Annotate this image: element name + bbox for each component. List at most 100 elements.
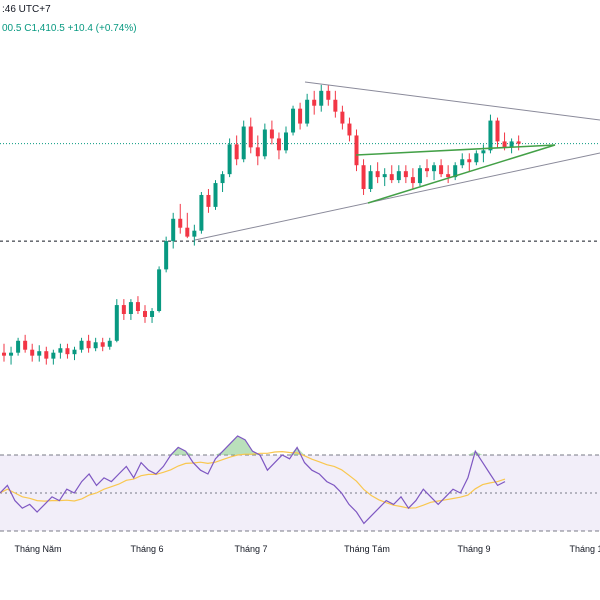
candle bbox=[150, 308, 155, 323]
pennant-lower-trendline[interactable] bbox=[367, 144, 556, 204]
candle-body bbox=[354, 135, 359, 166]
candle bbox=[488, 114, 493, 154]
candle bbox=[354, 129, 359, 172]
candle-body bbox=[474, 153, 479, 163]
candle-body bbox=[255, 147, 260, 157]
time-axis: Tháng Năm Tháng 6 Tháng 7 Tháng Tám Tháng 9 T… bbox=[14, 544, 600, 554]
rsi-pane bbox=[0, 435, 600, 532]
x-tick-label: Tháng 9 bbox=[457, 544, 490, 554]
candle-body bbox=[276, 138, 281, 151]
x-tick-label: Tháng 6 bbox=[130, 544, 163, 554]
candle bbox=[164, 236, 169, 273]
candle bbox=[185, 212, 190, 239]
candle bbox=[326, 84, 331, 106]
candle-body bbox=[16, 340, 21, 353]
candle bbox=[439, 159, 444, 178]
candlestick-series bbox=[2, 84, 521, 365]
candle-body bbox=[37, 351, 42, 356]
price-guide-lines bbox=[0, 143, 600, 242]
candle bbox=[432, 162, 437, 181]
candle bbox=[284, 126, 288, 154]
candle-body bbox=[347, 123, 352, 136]
candle bbox=[396, 165, 401, 184]
triangle-upper-trendline[interactable] bbox=[304, 81, 600, 121]
candle bbox=[199, 192, 204, 234]
candle-body bbox=[460, 159, 465, 166]
candle-body bbox=[86, 340, 91, 349]
candle-body bbox=[220, 174, 225, 184]
candle bbox=[425, 159, 429, 178]
candle bbox=[227, 138, 232, 178]
candle-body bbox=[361, 165, 366, 190]
candle bbox=[234, 135, 239, 166]
candle-body bbox=[389, 174, 394, 181]
candle-body bbox=[495, 120, 500, 142]
candle-body bbox=[178, 218, 183, 228]
candle-body bbox=[396, 171, 401, 181]
rsi-overbought-fill bbox=[170, 436, 483, 455]
candle-body bbox=[143, 311, 147, 317]
candle-body bbox=[114, 305, 119, 341]
candle bbox=[16, 337, 21, 356]
rsi-moving-average-line bbox=[0, 450, 506, 509]
candle bbox=[206, 189, 211, 213]
candle-body bbox=[121, 305, 126, 314]
candle-body bbox=[9, 352, 14, 356]
candle bbox=[417, 165, 422, 187]
candle-body bbox=[439, 165, 444, 175]
candle-body bbox=[213, 183, 218, 207]
candle bbox=[509, 138, 514, 154]
candle bbox=[474, 150, 479, 166]
candle-body bbox=[227, 144, 232, 175]
trendline-drawings[interactable] bbox=[194, 81, 600, 241]
candle bbox=[319, 84, 324, 112]
candle bbox=[30, 343, 35, 362]
candle-body bbox=[375, 171, 380, 178]
candle-body bbox=[199, 194, 204, 231]
candle bbox=[100, 337, 105, 352]
candle-body bbox=[305, 99, 310, 124]
candle-body bbox=[30, 349, 35, 356]
candle bbox=[453, 162, 458, 181]
candle bbox=[65, 343, 70, 359]
candle bbox=[298, 102, 303, 130]
candle-body bbox=[298, 108, 303, 124]
candle bbox=[192, 224, 197, 246]
candle bbox=[410, 168, 415, 190]
candle-body bbox=[291, 108, 296, 133]
pennant-upper-trendline[interactable] bbox=[355, 144, 556, 156]
x-tick-label: Tháng Tám bbox=[344, 544, 390, 554]
candle bbox=[9, 346, 14, 365]
candle-body bbox=[467, 159, 472, 163]
candle bbox=[51, 349, 56, 365]
candle bbox=[269, 120, 274, 145]
x-tick-label: Tháng 1 bbox=[569, 544, 600, 554]
candle-body bbox=[72, 349, 77, 355]
candle bbox=[23, 334, 28, 353]
candle bbox=[305, 93, 310, 127]
candle-body bbox=[185, 227, 190, 237]
candle bbox=[262, 123, 267, 160]
candle bbox=[467, 153, 472, 172]
candle bbox=[460, 153, 465, 169]
candle bbox=[121, 299, 126, 320]
triangle-lower-trendline[interactable] bbox=[194, 152, 600, 241]
candle bbox=[516, 135, 521, 151]
candle-body bbox=[107, 340, 112, 347]
candle bbox=[255, 135, 260, 166]
candle-body bbox=[516, 141, 521, 144]
candle bbox=[213, 180, 218, 210]
candle-body bbox=[269, 129, 274, 139]
candle-body bbox=[340, 111, 345, 124]
candle bbox=[178, 203, 183, 234]
candle bbox=[481, 144, 486, 163]
x-tick-label: Tháng Năm bbox=[14, 544, 61, 554]
candle-body bbox=[51, 352, 56, 359]
candle-body bbox=[382, 174, 387, 178]
candle-body bbox=[171, 218, 176, 242]
candle-body bbox=[100, 342, 105, 347]
candle bbox=[248, 117, 253, 154]
candle-body bbox=[446, 174, 451, 178]
candle bbox=[220, 171, 225, 192]
